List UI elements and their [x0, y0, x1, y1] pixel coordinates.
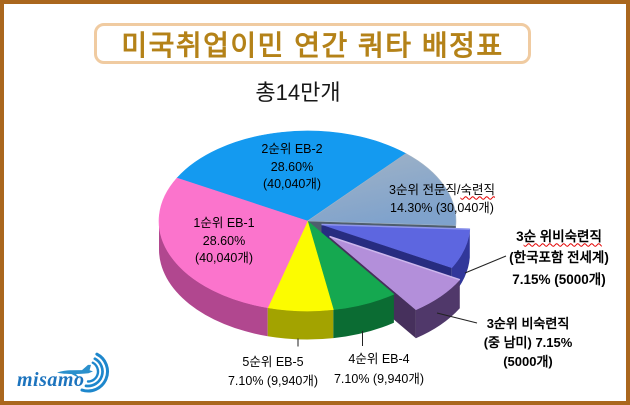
chart-title-box: 미국취업이민 연간 쿼타 배정표 — [94, 23, 531, 64]
slice-5-side-wall — [333, 294, 394, 339]
slice-2-top — [306, 153, 457, 226]
slice-label-2: 3순위 전문직/숙련직 14.30% (30,040개) — [389, 181, 495, 217]
label-line: 7.10% (9,940개) — [227, 373, 319, 388]
slice-3-edge-highlight — [321, 223, 470, 230]
slice-label-5: 4순위 EB-4 7.10% (9,940개) — [334, 349, 424, 389]
leader-line-1 — [464, 255, 507, 274]
slice-label-6: 5순위 EB-5 7.10% (9,940개) — [228, 353, 318, 390]
label-line: (40,040개) — [262, 177, 322, 191]
label-line: 7.15% (5000개) — [512, 271, 606, 287]
label-line: (40,040개) — [194, 251, 254, 265]
spellcheck-underline: 숙련직 — [460, 182, 495, 197]
label-line: 7.10% (9,940개) — [333, 371, 425, 386]
chart-title: 미국취업이민 연간 쿼타 배정표 — [121, 29, 504, 61]
swoosh-arcs — [80, 352, 109, 393]
label-line: (5000개) — [503, 354, 553, 370]
slice-4-side-wall — [415, 279, 460, 339]
label-line: 4순위 EB-4 — [348, 351, 410, 366]
label-line: (중 남미) 7.15% — [483, 335, 573, 351]
spellcheck-underline: 순 위비숙련직 — [523, 228, 602, 244]
slice-label-4: 3순위 비숙련직 (중 남미) 7.15% (5000개) — [484, 314, 573, 372]
label-line: 5순위 EB-5 — [242, 355, 304, 369]
label-line: 28.60% — [202, 233, 246, 248]
slice-1-top — [176, 130, 407, 222]
airplane-swoosh-icon — [57, 352, 109, 393]
slice-label-7: 1순위 EB-1 28.60% (40,040개) — [193, 215, 254, 268]
slice-7-top — [158, 177, 308, 309]
logo-text: misamo — [17, 369, 85, 391]
label-line: 28.60% — [270, 159, 314, 174]
slice-label-1: 2순위 EB-2 28.60% (40,040개) — [261, 141, 322, 194]
label-line: 2순위 EB-2 — [261, 142, 323, 156]
total-quota-label: 총14만개 — [255, 80, 341, 105]
label-line: (한국포함 전세계) — [509, 250, 609, 265]
misamo-logo: misamo — [0, 345, 130, 400]
slice-7-side-wall — [158, 221, 268, 337]
slice-label-3: 3순 위비숙련직 (한국포함 전세계) 7.15% (5000개) — [509, 226, 609, 291]
label-line: 3순위 비숙련직 — [486, 316, 570, 331]
slice-4-edge-highlight — [329, 235, 461, 281]
label-line: 3순 위비숙련직 — [516, 228, 602, 244]
label-line: 1순위 EB-1 — [193, 216, 255, 230]
label-line: 14.30% (30,040개) — [390, 200, 494, 215]
leader-line-2 — [436, 312, 478, 324]
slice-6-side-wall — [267, 307, 334, 340]
label-line: 3순위 전문직/숙련직 — [389, 182, 495, 197]
